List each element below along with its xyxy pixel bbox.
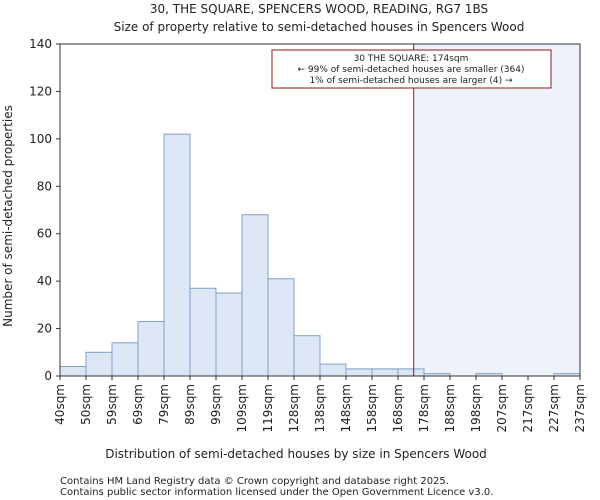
y-axis-ticks: 0 20 40 60 80 100 120 140 xyxy=(29,37,60,383)
bars-group xyxy=(59,133,581,377)
chart-title: 30, THE SQUARE, SPENCERS WOOD, READING, … xyxy=(150,2,488,16)
bar-50sqm xyxy=(85,351,113,377)
bar-40sqm xyxy=(59,366,87,377)
bar-119sqm xyxy=(267,278,295,377)
x-tick-label: 89sqm xyxy=(183,384,197,425)
plot-area: 0 20 40 60 80 100 120 140 40sqm 50sqm 59sqm 69sqm 7… xyxy=(29,37,587,432)
y-tick-label: 0 xyxy=(44,369,52,383)
bar-99sqm xyxy=(215,292,243,377)
y-axis-label: Number of semi-detached properties xyxy=(1,105,15,327)
annotation-box: 30 THE SQUARE: 174sqm ← 99% of semi-deta… xyxy=(271,49,552,89)
x-tick-label: 207sqm xyxy=(495,384,509,432)
x-axis-label: Distribution of semi-detached houses by … xyxy=(105,447,487,461)
y-tick-label: 100 xyxy=(29,132,52,146)
x-tick-label: 40sqm xyxy=(53,384,67,425)
x-tick-label: 109sqm xyxy=(235,384,249,432)
x-tick-label: 99sqm xyxy=(209,384,223,425)
bar-109sqm xyxy=(241,214,269,377)
x-axis-ticks: 40sqm 50sqm 59sqm 69sqm 79sqm 89sqm 99sqm 109sq… xyxy=(53,376,587,432)
x-tick-label: 217sqm xyxy=(521,384,535,432)
bar-59sqm xyxy=(111,342,139,377)
y-tick-label: 140 xyxy=(29,37,52,51)
annotation-line-2: ← 99% of semi-detached houses are smalle… xyxy=(298,65,525,75)
x-tick-label: 168sqm xyxy=(391,384,405,432)
y-tick-label: 60 xyxy=(37,227,52,241)
y-tick-label: 80 xyxy=(37,179,52,193)
footer-line-1: Contains HM Land Registry data © Crown c… xyxy=(60,476,449,487)
x-tick-label: 227sqm xyxy=(547,384,561,432)
annotation-line-1: 30 THE SQUARE: 174sqm xyxy=(354,54,469,64)
x-tick-label: 69sqm xyxy=(131,384,145,425)
bar-89sqm xyxy=(189,287,217,377)
y-tick-label: 40 xyxy=(37,274,52,288)
chart-subtitle: Size of property relative to semi-detach… xyxy=(114,20,525,34)
x-tick-label: 198sqm xyxy=(469,384,483,432)
bar-168sqm xyxy=(397,368,425,377)
footer-line-2: Contains public sector information licen… xyxy=(60,487,493,498)
bar-138sqm xyxy=(319,363,347,377)
x-tick-label: 158sqm xyxy=(365,384,379,432)
bar-158sqm xyxy=(371,368,399,377)
x-tick-label: 237sqm xyxy=(573,384,587,432)
y-tick-label: 120 xyxy=(29,84,52,98)
x-tick-label: 50sqm xyxy=(79,384,93,425)
highlight-region xyxy=(413,44,580,376)
x-tick-label: 188sqm xyxy=(443,384,457,432)
x-tick-label: 59sqm xyxy=(105,384,119,425)
bar-79sqm xyxy=(163,133,191,377)
x-tick-label: 119sqm xyxy=(261,384,275,432)
x-tick-label: 148sqm xyxy=(339,384,353,432)
bar-148sqm xyxy=(345,368,373,377)
annotation-line-3: 1% of semi-detached houses are larger (4… xyxy=(309,76,513,86)
x-tick-label: 128sqm xyxy=(287,384,301,432)
bar-128sqm xyxy=(293,335,321,377)
y-tick-label: 20 xyxy=(37,322,52,336)
x-tick-label: 178sqm xyxy=(417,384,431,432)
annotation-frame xyxy=(271,49,552,89)
x-tick-label: 138sqm xyxy=(313,384,327,432)
x-tick-label: 79sqm xyxy=(157,384,171,425)
bar-69sqm xyxy=(137,320,165,377)
